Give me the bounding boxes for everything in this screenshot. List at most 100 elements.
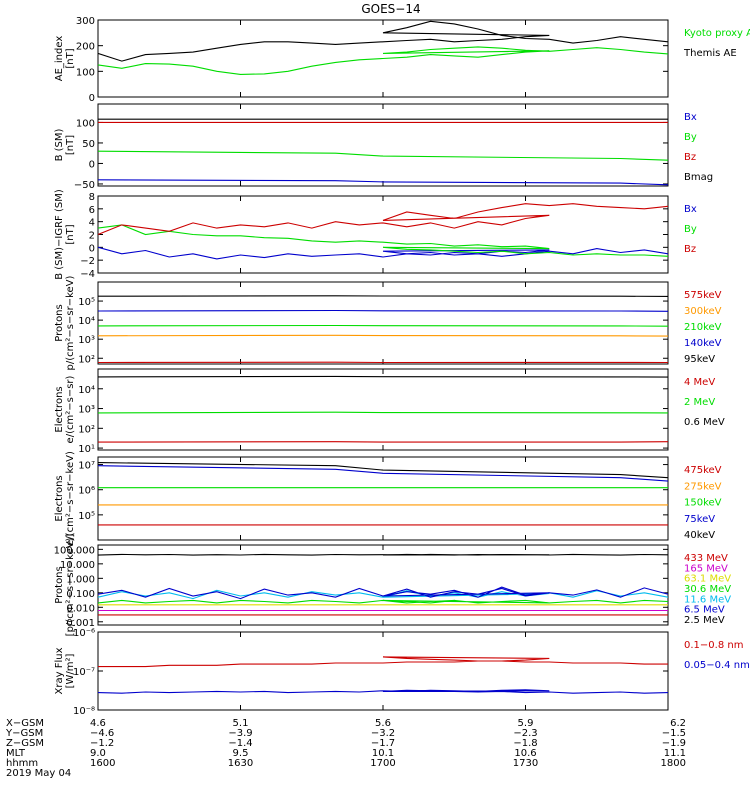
y-axis-label-line: AE_index — [54, 36, 65, 82]
series-line-blue — [98, 586, 668, 600]
y-axis-label-line: [nT] — [65, 224, 76, 244]
y-tick-label: 10² — [78, 354, 95, 365]
x-row-value: −1.5 — [662, 728, 686, 739]
y-tick-label: 10³ — [78, 405, 95, 416]
x-row-label: Z−GSM — [6, 738, 44, 749]
plot-date: 2019 May 04 — [6, 768, 71, 779]
y-axis-label-line: [W/m²] — [65, 653, 76, 688]
y-tick-label: 50 — [82, 139, 95, 150]
legend-entry: 300keV — [684, 306, 722, 317]
y-tick-label: 10⁻⁸ — [73, 706, 95, 717]
x-row-value: −4.6 — [90, 728, 114, 739]
x-row-value: 1730 — [513, 758, 538, 769]
legend-entry: 433 MeV — [684, 553, 728, 564]
x-axis-annotation: X−GSM 4.6 5.1 5.6 5.9 6.2 Y−GSM −4.6 −3.9 −3.2 −2.… — [5, 718, 686, 779]
series-line-black — [98, 295, 668, 297]
y-tick-label: 100 — [76, 67, 95, 78]
x-row-label: hhmm — [6, 758, 38, 769]
legend-entry: 210keV — [684, 322, 722, 333]
legend-entry: 275keV — [684, 481, 722, 492]
y-tick-label: 10⁷ — [78, 461, 95, 472]
x-row-value: −2.3 — [513, 728, 537, 739]
panel-frame — [97, 103, 669, 187]
panel-3: −4 −2 02 4 6 8 B (SM)−IGRF (SM)[nT] Bx By Bz — [54, 189, 697, 280]
x-row-value: 1800 — [661, 758, 686, 769]
x-row-label: Y−GSM — [5, 728, 43, 739]
legend-entry: 140keV — [684, 338, 722, 349]
series-line-green — [98, 324, 668, 327]
x-row-value: 11.1 — [664, 748, 686, 759]
y-tick-label: −50 — [74, 180, 95, 191]
series-line-blue — [98, 309, 668, 312]
y-axis-label: Xray Flux[W/m²] — [54, 647, 76, 694]
y-axis-label-line: Electrons — [54, 475, 65, 521]
series-line-orange — [98, 334, 668, 337]
y-axis-label-line: B (SM)−IGRF (SM) — [54, 189, 65, 280]
legend-entry: 2.5 MeV — [684, 615, 725, 626]
x-row-value: −1.9 — [662, 738, 686, 749]
x-row-value: 1700 — [370, 758, 395, 769]
legend-entry: 150keV — [684, 498, 722, 509]
y-tick-label: 10¹ — [78, 444, 95, 455]
legend-entry: 75keV — [684, 514, 715, 525]
y-axis-label: Electronse/(cm²−s−sr−keV) — [54, 451, 76, 546]
legend-entry: 165 MeV — [684, 563, 728, 574]
legend-entry: Bz — [684, 152, 696, 163]
series-line-red — [98, 656, 668, 668]
y-tick-label: 0 — [89, 243, 95, 254]
y-axis-label-line: e/(cm²−s−sr) — [65, 375, 76, 443]
y-tick-label: 0.001 — [66, 618, 95, 629]
x-row-label: MLT — [6, 748, 26, 759]
y-tick-label: 10⁵ — [78, 511, 95, 522]
series-line-green — [98, 150, 668, 161]
x-row-value: −1.8 — [513, 738, 537, 749]
y-tick-label: −4 — [80, 269, 95, 280]
x-row-value: 9.5 — [233, 748, 249, 759]
y-axis-label-line: [p/(cm²−s−sr−keV)] — [65, 534, 76, 637]
legend: Bx By Bz — [684, 204, 697, 255]
x-row-value: 1630 — [228, 758, 253, 769]
x-row-value: 9.0 — [90, 748, 106, 759]
y-tick-label: 10⁴ — [78, 385, 95, 396]
legend-entry: Kyoto proxy AE — [684, 28, 750, 39]
y-tick-label: 10⁻⁶ — [73, 628, 95, 639]
legend-entry: 6.5 MeV — [684, 605, 725, 616]
y-axis-label: B (SM)−IGRF (SM)[nT] — [54, 189, 76, 280]
legend: 575keV 300keV 210keV 140keV 95keV — [684, 290, 722, 365]
x-row-value: 10.1 — [372, 748, 394, 759]
y-axis-label-line: Xray Flux — [54, 647, 65, 694]
legend-entry: 11.6 MeV — [684, 594, 731, 605]
panel-frame — [97, 456, 669, 541]
y-tick-label: 10² — [78, 424, 95, 435]
legend-entry: 2 MeV — [684, 397, 715, 408]
x-row-value: 5.9 — [518, 718, 534, 729]
y-axis-label-line: [nT] — [65, 135, 76, 155]
y-tick-label: 6 — [89, 205, 95, 216]
series-line-red — [98, 203, 668, 236]
legend: Kyoto proxy AE Themis AE — [683, 28, 750, 59]
legend-entry: Bmag — [684, 172, 713, 183]
legend-entry: By — [684, 224, 697, 235]
y-tick-label: 0 — [89, 159, 95, 170]
y-axis-label-line: [nT] — [65, 48, 76, 68]
series-line-green — [98, 411, 668, 414]
x-row-value: 4.6 — [90, 718, 106, 729]
y-tick-label: 100 — [76, 118, 95, 129]
y-tick-label: 10.000 — [60, 560, 95, 571]
y-tick-label: 2 — [89, 231, 95, 242]
x-row-value: −3.2 — [371, 728, 395, 739]
y-axis-label: AE_index[nT] — [54, 36, 76, 82]
y-axis-label: B (SM)[nT] — [54, 128, 76, 161]
y-tick-label: 100.000 — [54, 545, 95, 556]
y-tick-label: 4 — [89, 218, 95, 229]
legend-entry: 95keV — [684, 354, 715, 365]
x-row-label: X−GSM — [6, 718, 44, 729]
